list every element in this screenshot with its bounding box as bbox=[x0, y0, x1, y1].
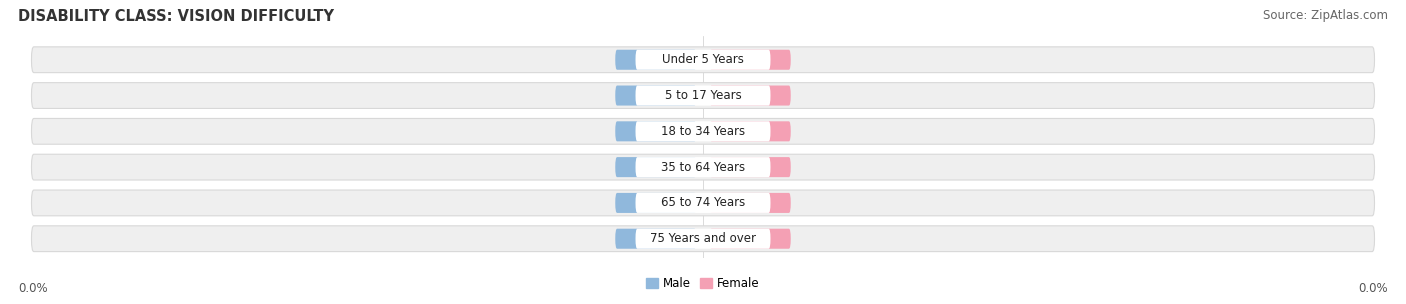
Text: 0.0%: 0.0% bbox=[735, 55, 765, 65]
FancyBboxPatch shape bbox=[31, 119, 1375, 144]
Text: 75 Years and over: 75 Years and over bbox=[650, 232, 756, 245]
FancyBboxPatch shape bbox=[710, 229, 790, 249]
FancyBboxPatch shape bbox=[710, 50, 790, 70]
Text: 18 to 34 Years: 18 to 34 Years bbox=[661, 125, 745, 138]
Text: 0.0%: 0.0% bbox=[735, 198, 765, 208]
FancyBboxPatch shape bbox=[616, 121, 696, 141]
FancyBboxPatch shape bbox=[636, 229, 770, 249]
FancyBboxPatch shape bbox=[31, 226, 1375, 252]
Text: 0.0%: 0.0% bbox=[735, 234, 765, 244]
Text: 0.0%: 0.0% bbox=[18, 282, 48, 295]
FancyBboxPatch shape bbox=[710, 193, 790, 213]
FancyBboxPatch shape bbox=[31, 83, 1375, 109]
FancyBboxPatch shape bbox=[616, 50, 696, 70]
FancyBboxPatch shape bbox=[710, 157, 790, 177]
Text: 0.0%: 0.0% bbox=[641, 234, 671, 244]
Text: 0.0%: 0.0% bbox=[735, 126, 765, 136]
FancyBboxPatch shape bbox=[710, 121, 790, 141]
Text: 5 to 17 Years: 5 to 17 Years bbox=[665, 89, 741, 102]
Text: 0.0%: 0.0% bbox=[641, 198, 671, 208]
FancyBboxPatch shape bbox=[636, 121, 770, 141]
Legend: Male, Female: Male, Female bbox=[641, 273, 765, 295]
FancyBboxPatch shape bbox=[31, 154, 1375, 180]
FancyBboxPatch shape bbox=[636, 50, 770, 70]
Text: DISABILITY CLASS: VISION DIFFICULTY: DISABILITY CLASS: VISION DIFFICULTY bbox=[18, 9, 335, 24]
FancyBboxPatch shape bbox=[616, 229, 696, 249]
FancyBboxPatch shape bbox=[636, 157, 770, 177]
Text: 0.0%: 0.0% bbox=[641, 91, 671, 101]
Text: 0.0%: 0.0% bbox=[641, 126, 671, 136]
FancyBboxPatch shape bbox=[616, 157, 696, 177]
Text: 0.0%: 0.0% bbox=[735, 91, 765, 101]
FancyBboxPatch shape bbox=[636, 85, 770, 105]
FancyBboxPatch shape bbox=[31, 47, 1375, 73]
Text: Source: ZipAtlas.com: Source: ZipAtlas.com bbox=[1263, 9, 1388, 22]
Text: 0.0%: 0.0% bbox=[1358, 282, 1388, 295]
Text: Under 5 Years: Under 5 Years bbox=[662, 53, 744, 66]
FancyBboxPatch shape bbox=[636, 193, 770, 213]
FancyBboxPatch shape bbox=[616, 85, 696, 105]
FancyBboxPatch shape bbox=[616, 193, 696, 213]
Text: 0.0%: 0.0% bbox=[641, 55, 671, 65]
Text: 0.0%: 0.0% bbox=[641, 162, 671, 172]
FancyBboxPatch shape bbox=[31, 190, 1375, 216]
FancyBboxPatch shape bbox=[710, 85, 790, 105]
Text: 65 to 74 Years: 65 to 74 Years bbox=[661, 196, 745, 209]
Text: 35 to 64 Years: 35 to 64 Years bbox=[661, 161, 745, 174]
Text: 0.0%: 0.0% bbox=[735, 162, 765, 172]
